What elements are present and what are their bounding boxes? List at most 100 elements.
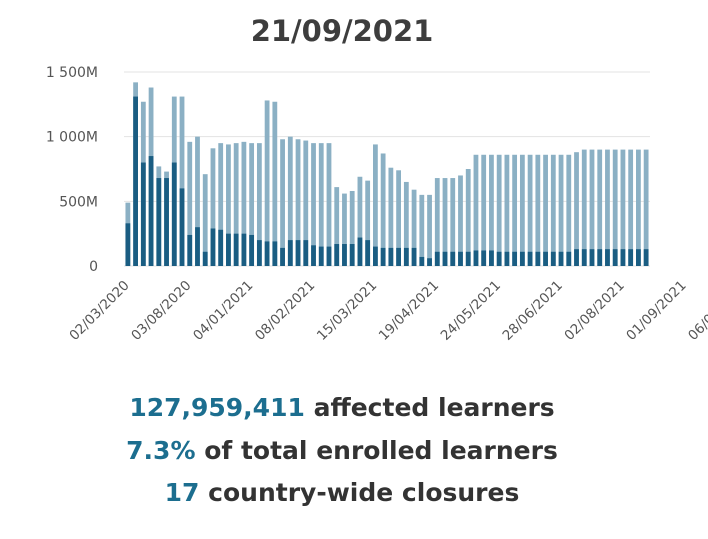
bar-total — [419, 194, 425, 266]
bar-country-wide — [427, 258, 432, 266]
x-tick-label: 08/02/2021 — [252, 278, 318, 344]
bar-country-wide — [519, 251, 525, 266]
bar-country-wide — [558, 251, 564, 266]
x-tick-label: 03/08/2020 — [128, 278, 194, 344]
bar-country-wide — [140, 162, 146, 266]
bar-total — [210, 148, 216, 266]
bar-country-wide — [628, 249, 634, 266]
bar-total — [643, 149, 649, 266]
bar-total — [519, 154, 525, 266]
bar-country-wide — [411, 247, 417, 266]
bar-total — [543, 154, 548, 266]
enrolled-share-label: of total enrolled learners — [204, 436, 558, 465]
bar-total — [450, 178, 456, 266]
enrolled-share-value: 7.3% — [126, 436, 196, 465]
bar-total — [342, 193, 347, 266]
bar-total — [256, 143, 262, 266]
x-tick-label: 01/09/2021 — [623, 278, 689, 344]
bar-country-wide — [612, 249, 618, 266]
bar-country-wide — [465, 251, 471, 266]
bar-total — [612, 149, 618, 266]
bar-country-wide — [489, 250, 494, 266]
bar-total — [411, 189, 417, 266]
bar-total — [442, 178, 448, 266]
bar-country-wide — [218, 229, 224, 266]
affected-learners-line: 127,959,411 affected learners — [0, 393, 684, 422]
bar-country-wide — [256, 240, 262, 266]
bar-total — [597, 149, 603, 266]
bar-country-wide — [643, 249, 649, 266]
bar-total — [481, 154, 487, 266]
bar-total — [473, 154, 479, 266]
bar-total — [226, 144, 231, 266]
bar-country-wide — [434, 251, 440, 266]
bar-total — [303, 140, 309, 266]
bar-country-wide — [566, 251, 572, 266]
bar-total — [202, 174, 208, 266]
bar-total — [272, 101, 278, 266]
bar-country-wide — [504, 251, 510, 266]
bar-country-wide — [550, 251, 556, 266]
bar-country-wide — [171, 162, 177, 266]
enrolled-share-line: 7.3% of total enrolled learners — [0, 436, 684, 465]
bar-total — [357, 176, 363, 266]
bar-country-wide — [481, 250, 487, 266]
bar-country-wide — [311, 245, 316, 266]
bar-country-wide — [535, 251, 541, 266]
bar-total — [620, 149, 626, 266]
bar-country-wide — [303, 240, 309, 266]
bar-total — [512, 154, 518, 266]
x-tick-label: 19/04/2021 — [376, 278, 442, 344]
bar-country-wide — [187, 234, 193, 266]
bar-total — [241, 141, 247, 266]
bar-total — [458, 175, 463, 266]
bar-country-wide — [512, 251, 518, 266]
bar-total — [496, 154, 502, 266]
bar-total — [218, 143, 224, 266]
bar-country-wide — [249, 234, 255, 266]
x-tick-label: 06/09/2021 — [685, 278, 708, 344]
bar-total — [287, 136, 293, 266]
bar-country-wide — [635, 249, 641, 266]
bar-country-wide — [605, 249, 610, 266]
bar-total — [233, 143, 239, 266]
bar-country-wide — [342, 244, 347, 266]
bar-country-wide — [202, 251, 208, 266]
bar-total — [334, 187, 340, 266]
bar-country-wide — [574, 249, 579, 266]
bar-country-wide — [496, 251, 502, 266]
x-tick-label: 28/06/2021 — [500, 278, 566, 344]
bar-total — [558, 154, 564, 266]
bar-total — [295, 139, 301, 266]
bar-country-wide — [396, 247, 402, 266]
bar-country-wide — [264, 241, 270, 266]
bar-total — [527, 154, 533, 266]
bar-country-wide — [543, 251, 548, 266]
bar-total — [535, 154, 541, 266]
bar-country-wide — [295, 240, 301, 266]
bar-country-wide — [241, 233, 247, 266]
bar-total — [635, 149, 641, 266]
bar-country-wide — [620, 249, 626, 266]
bar-total — [380, 153, 386, 266]
bar-total — [589, 149, 595, 266]
bar-total — [581, 149, 587, 266]
bar-total — [504, 154, 510, 266]
bar-total — [605, 149, 610, 266]
bar-country-wide — [365, 240, 371, 266]
bar-country-wide — [527, 251, 533, 266]
bar-total — [187, 141, 193, 266]
y-tick-label: 500M — [59, 194, 98, 210]
bar-country-wide — [226, 233, 231, 266]
bar-country-wide — [388, 247, 394, 266]
y-tick-label: 0 — [89, 259, 98, 275]
bar-total — [179, 96, 185, 266]
bar-total — [550, 154, 556, 266]
bar-country-wide — [326, 246, 332, 266]
bar-country-wide — [349, 244, 355, 266]
bar-country-wide — [272, 241, 278, 266]
bar-country-wide — [372, 246, 378, 266]
x-tick-label: 24/05/2021 — [438, 278, 504, 344]
closures-label: country-wide closures — [208, 478, 520, 507]
bar-total — [388, 167, 394, 266]
